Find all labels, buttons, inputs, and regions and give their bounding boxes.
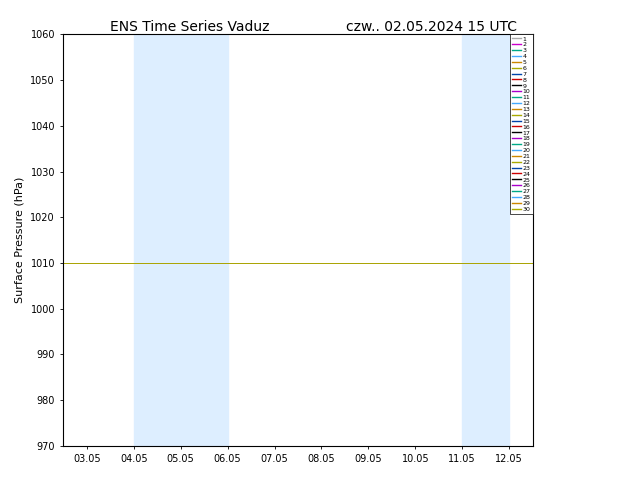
Legend: 1, 2, 3, 4, 5, 6, 7, 8, 9, 10, 11, 12, 13, 14, 15, 16, 17, 18, 19, 20, 21, 22, 2: 1, 2, 3, 4, 5, 6, 7, 8, 9, 10, 11, 12, 1…	[510, 34, 533, 214]
Y-axis label: Surface Pressure (hPa): Surface Pressure (hPa)	[15, 177, 25, 303]
Text: ENS Time Series Vaduz: ENS Time Series Vaduz	[110, 20, 270, 34]
Bar	[134, 34, 228, 446]
Text: czw.. 02.05.2024 15 UTC: czw.. 02.05.2024 15 UTC	[346, 20, 517, 34]
Bar	[462, 34, 509, 446]
